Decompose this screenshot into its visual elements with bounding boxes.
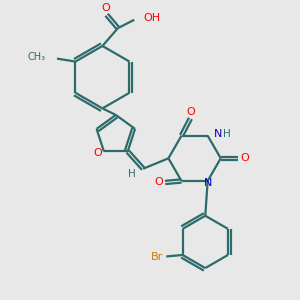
- Text: Br: Br: [151, 252, 164, 262]
- Text: H: H: [223, 129, 230, 139]
- Text: O: O: [93, 148, 102, 158]
- Text: OH: OH: [144, 13, 161, 23]
- Text: N: N: [203, 178, 212, 188]
- Text: O: O: [102, 3, 110, 13]
- Text: H: H: [128, 169, 136, 179]
- Text: CH₃: CH₃: [28, 52, 46, 62]
- Text: O: O: [186, 107, 195, 117]
- Text: O: O: [240, 153, 249, 163]
- Text: O: O: [154, 178, 163, 188]
- Text: N: N: [214, 129, 222, 139]
